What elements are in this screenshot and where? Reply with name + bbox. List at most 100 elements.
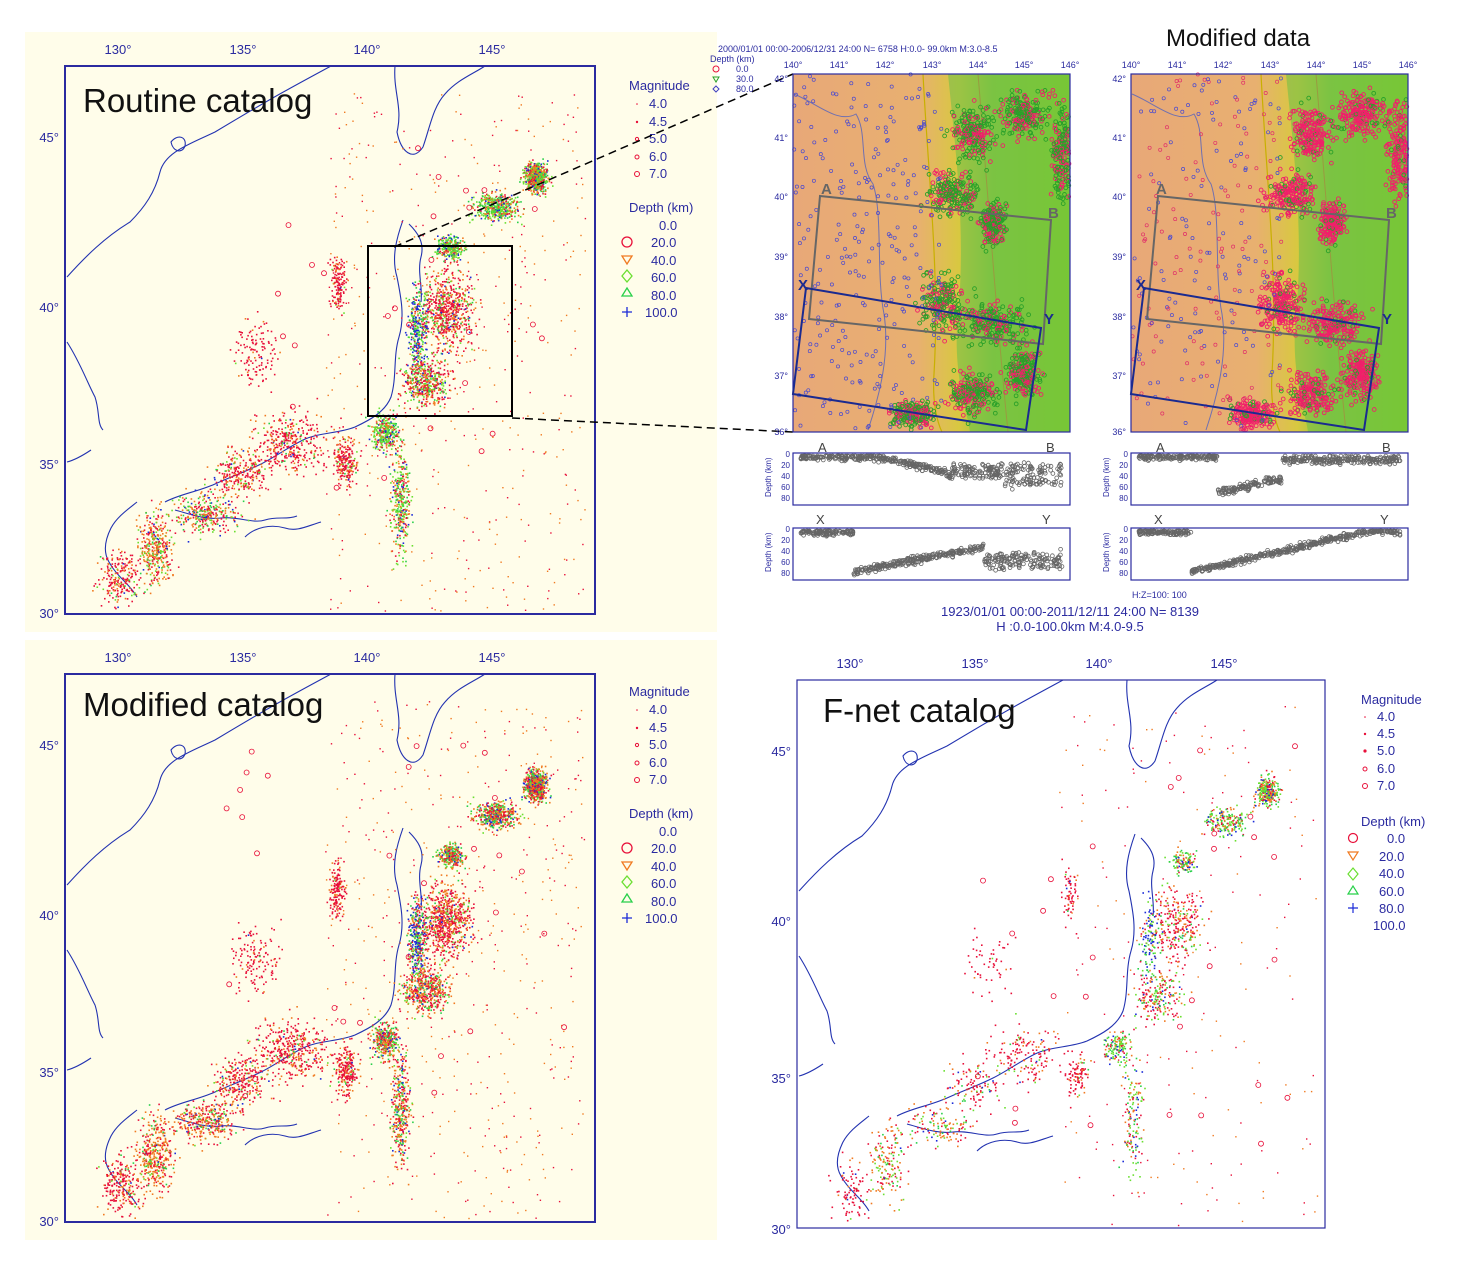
lat-label: 42° — [774, 74, 788, 84]
zoom-header: 2000/01/01 00:00-2006/12/31 24:00 N= 675… — [718, 44, 997, 54]
section-label-a: A — [818, 440, 827, 455]
map-frame — [64, 65, 596, 615]
lat-label: 37° — [774, 371, 788, 381]
section-tick: 0 — [786, 450, 791, 459]
depth-label: 20.0 — [1379, 849, 1404, 864]
zoom-lat-labels: 42° 41° 40° 39° 38° 37° 36° — [774, 74, 788, 437]
lat-label: 35° — [39, 457, 59, 472]
zoom-original-panel: 2000/01/01 00:00-2006/12/31 24:00 N= 675… — [708, 42, 1080, 600]
depth-label: 80.0 — [1379, 901, 1404, 916]
profile-box-ab — [807, 194, 1053, 346]
section-tick: 80 — [1119, 569, 1128, 578]
lon-label: 141° — [830, 60, 849, 70]
lat-label: 36° — [774, 427, 788, 437]
depth-title: Depth (km) — [629, 806, 693, 821]
lat-label: 40° — [1112, 192, 1126, 202]
zoom-frame — [1130, 73, 1409, 433]
mag-label: 4.0 — [649, 96, 667, 111]
depth-label: 20.0 — [651, 235, 676, 250]
depth-key-title: Depth (km) — [710, 54, 755, 64]
mag-label: 4.5 — [649, 114, 667, 129]
lon-label: 145° — [1353, 60, 1372, 70]
depth-label: 40.0 — [651, 253, 676, 268]
lat-label: 39° — [774, 252, 788, 262]
caption-line-1: 1923/01/01 00:00-2011/12/11 24:00 N= 813… — [860, 604, 1280, 619]
section-axis-label: Depth (km) — [764, 457, 773, 497]
connector-top — [393, 73, 794, 248]
lon-label: 140° — [354, 650, 381, 665]
depth-label: 60.0 — [1379, 884, 1404, 899]
lat-label: 39° — [1112, 252, 1126, 262]
connector-bottom — [511, 417, 794, 433]
mag-label: 6.0 — [649, 149, 667, 164]
lon-label: 144° — [1307, 60, 1326, 70]
lon-label: 145° — [1211, 656, 1238, 671]
section-label-x: X — [1154, 512, 1163, 527]
lat-label: 35° — [39, 1065, 59, 1080]
section-tick: 20 — [781, 461, 790, 470]
depth-title: Depth (km) — [629, 200, 693, 215]
lon-label: 144° — [969, 60, 988, 70]
section-tick: 60 — [1119, 483, 1128, 492]
depth-label: 0.0 — [1387, 831, 1405, 846]
depth-key: 80.0 — [736, 84, 754, 94]
depth-key: 30.0 — [736, 74, 754, 84]
mag-label: 4.5 — [1377, 726, 1395, 741]
depth-title: Depth (km) — [1361, 814, 1425, 829]
lon-label: 135° — [230, 42, 257, 57]
lat-label: 45° — [771, 744, 791, 759]
map-frame — [64, 673, 596, 1223]
point-x: X — [798, 277, 808, 294]
depth-label: 80.0 — [651, 894, 676, 909]
depth-label: 100.0 — [645, 305, 678, 320]
zoom-lon-labels: 140° 141° 142° 143° 144° 145° 146° — [1122, 60, 1418, 70]
zoom-frame — [792, 73, 1071, 433]
section-label-y: Y — [1380, 512, 1389, 527]
mag-label: 4.0 — [1377, 709, 1395, 724]
lon-label: 145° — [479, 650, 506, 665]
routine-catalog-panel: Routine catalog 130° 135° 140° 145° 45° … — [25, 32, 717, 632]
magnitude-title: Magnitude — [629, 78, 690, 93]
section-tick: 20 — [1119, 536, 1128, 545]
latitude-labels: 45° 40° 35° 30° — [39, 738, 59, 1229]
section-tick: 0 — [1124, 525, 1129, 534]
panel-title: F-net catalog — [823, 692, 1016, 729]
lat-label: 40° — [774, 192, 788, 202]
legend: Magnitude 4.0 4.5 5.0 6.0 7.0 Depth (km)… — [620, 684, 693, 926]
section-tick: 80 — [781, 494, 790, 503]
cross-section-xy: Depth (km) 0 20 40 60 80 — [764, 525, 1071, 581]
section-axis-label: Depth (km) — [1102, 457, 1111, 497]
point-a: A — [821, 181, 832, 198]
lat-label: 38° — [1112, 312, 1126, 322]
zoom-modified-map: Modified data 140° 141° 142° 143° 144° 1… — [1102, 25, 1418, 600]
mag-label: 6.0 — [649, 755, 667, 770]
lon-label: 135° — [230, 650, 257, 665]
latitude-labels: 45° 40° 35° 30° — [39, 130, 59, 621]
lon-label: 145° — [479, 42, 506, 57]
section-tick: 0 — [1124, 450, 1129, 459]
mag-label: 5.0 — [649, 131, 667, 146]
point-a: A — [1156, 181, 1167, 198]
mag-label: 4.5 — [649, 720, 667, 735]
cross-section-xy: Depth (km) 0 20 40 60 80 — [1102, 525, 1409, 581]
depth-label: 80.0 — [651, 288, 676, 303]
mag-label: 4.0 — [649, 702, 667, 717]
lon-label: 142° — [1214, 60, 1233, 70]
lat-label: 36° — [1112, 427, 1126, 437]
zoom-modified-panel: Modified data 140° 141° 142° 143° 144° 1… — [1046, 18, 1426, 600]
zoom-lon-labels: 140° 141° 142° 143° 144° 145° 146° — [784, 60, 1080, 70]
profile-box-xy — [791, 286, 1043, 432]
lat-label: 42° — [1112, 74, 1126, 84]
section-label-b: B — [1382, 440, 1391, 455]
section-label-a: A — [1156, 440, 1165, 455]
magnitude-title: Magnitude — [1361, 692, 1422, 707]
lon-label: 130° — [105, 42, 132, 57]
lat-label: 30° — [39, 606, 59, 621]
lon-label: 143° — [1261, 60, 1280, 70]
lat-label: 37° — [1112, 371, 1126, 381]
depth-label: 60.0 — [651, 876, 676, 891]
routine-catalog-map: Routine catalog 130° 135° 140° 145° 45° … — [25, 32, 717, 632]
depth-label: 0.0 — [659, 218, 677, 233]
lon-label: 140° — [1122, 60, 1141, 70]
lon-label: 135° — [962, 656, 989, 671]
